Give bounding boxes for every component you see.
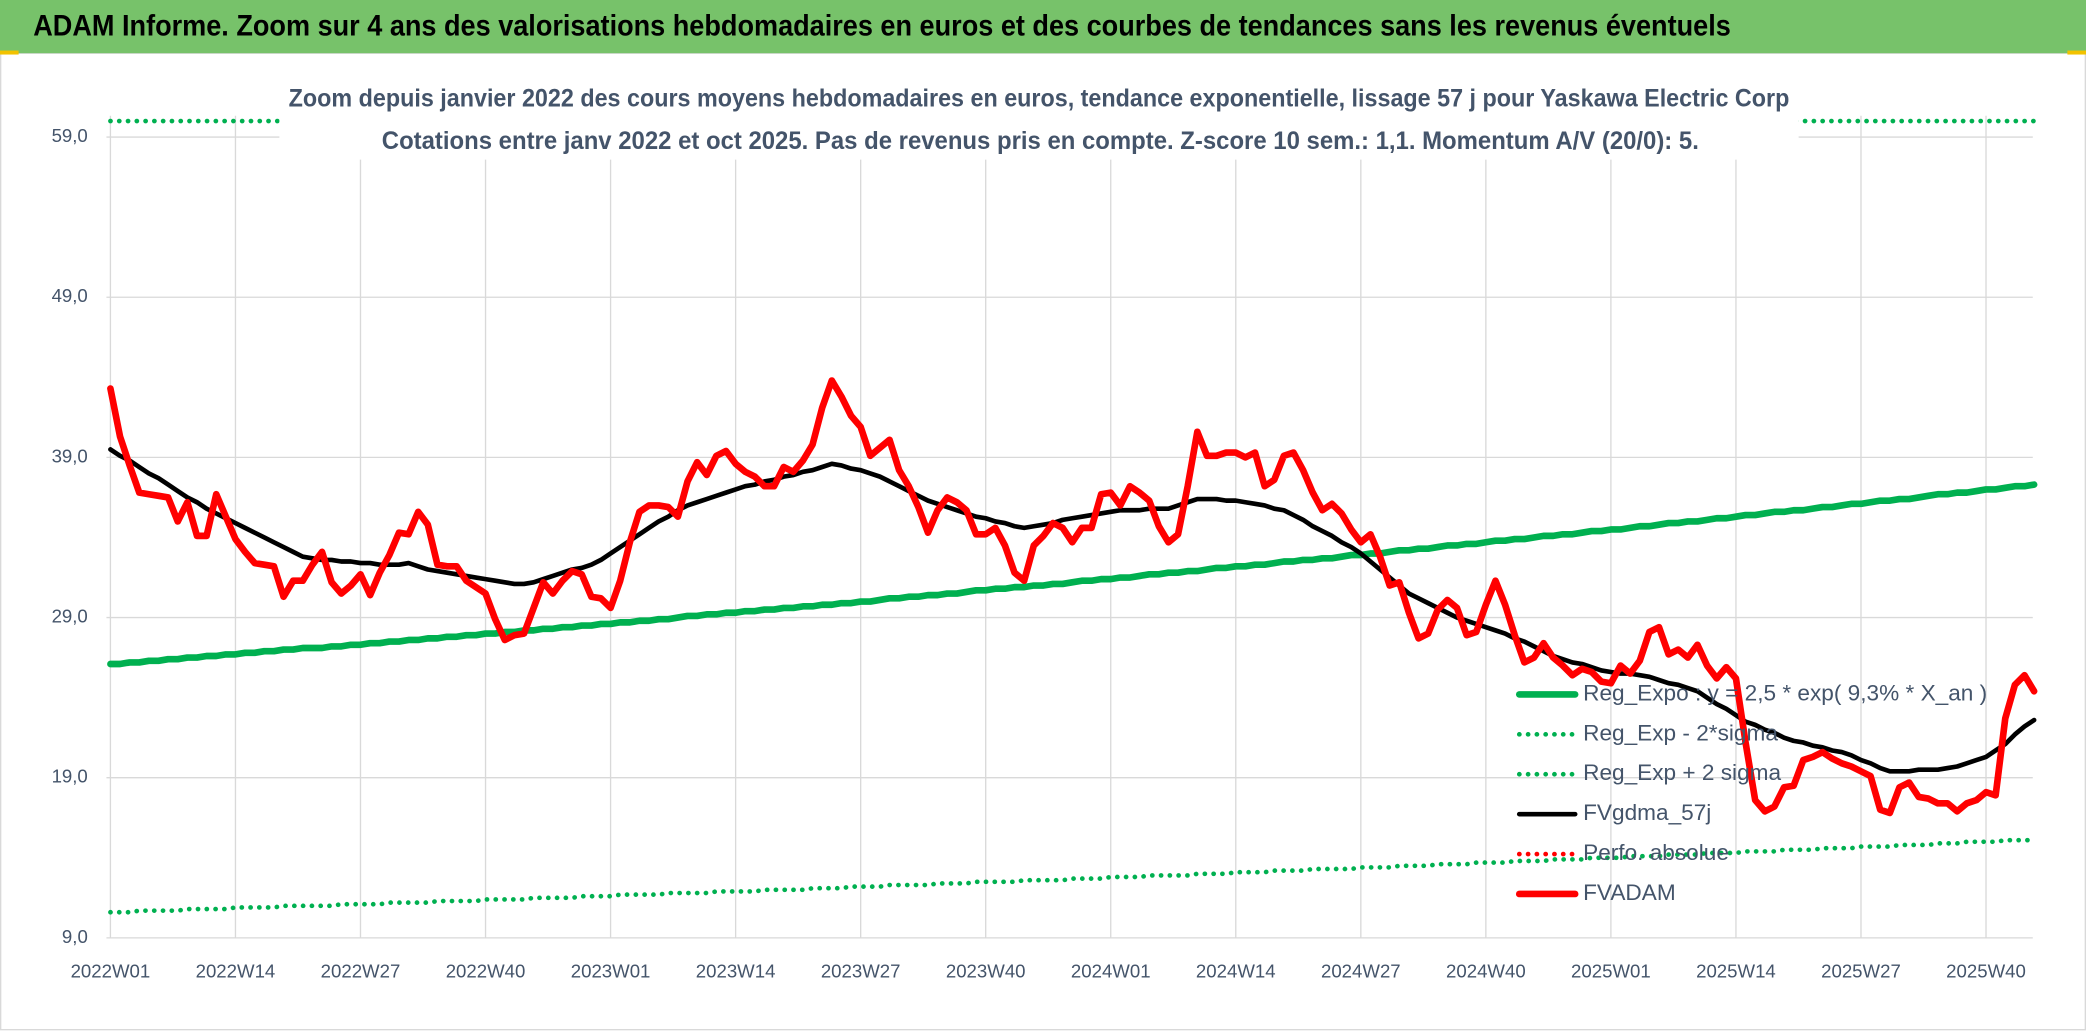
title-box bbox=[279, 77, 1799, 160]
x-tick-label: 2024W27 bbox=[1321, 960, 1401, 981]
y-tick-label: 49,0 bbox=[52, 285, 88, 306]
x-tick-label: 2022W27 bbox=[321, 960, 401, 981]
x-tick-label: 2025W14 bbox=[1696, 960, 1776, 981]
series-line bbox=[107, 377, 2038, 817]
x-tick-label: 2025W01 bbox=[1571, 960, 1651, 981]
chart-title: Zoom depuis janvier 2022 des cours moyen… bbox=[289, 84, 1790, 112]
x-tick-label: 2023W27 bbox=[821, 960, 901, 981]
x-tick-label: 2023W01 bbox=[571, 960, 651, 981]
chart-subtitle: Cotations entre janv 2022 et oct 2025. P… bbox=[382, 127, 1699, 155]
y-tick-label: 29,0 bbox=[52, 605, 88, 626]
x-tick-label: 2023W14 bbox=[696, 960, 776, 981]
x-tick-label: 2022W01 bbox=[71, 960, 151, 981]
x-tick-label: 2023W40 bbox=[946, 960, 1026, 981]
legend-label: Reg_Exp + 2 sigma bbox=[1583, 760, 1781, 785]
x-tick-label: 2022W40 bbox=[446, 960, 526, 981]
legend-label: Reg_Exp - 2*sigma bbox=[1583, 720, 1778, 745]
legend-label: FVgdma_57j bbox=[1583, 800, 1711, 825]
header-title: ADAM Informe. Zoom sur 4 ans des valoris… bbox=[33, 11, 1731, 43]
header-accent bbox=[0, 50, 19, 55]
y-tick-label: 9,0 bbox=[62, 926, 88, 947]
series-line bbox=[108, 447, 2037, 774]
x-tick-label: 2024W40 bbox=[1446, 960, 1526, 981]
legend-label: FVADAM bbox=[1583, 880, 1676, 905]
x-tick-label: 2024W01 bbox=[1071, 960, 1151, 981]
plot-area: 9,0 19,0 29,0 39,0 49,0 59,0 2022W01 2022W14 202… bbox=[52, 115, 2038, 981]
header-bar bbox=[0, 0, 2086, 54]
legend-label: Perfo. absolue bbox=[1583, 840, 1729, 865]
x-tick-label: 2025W40 bbox=[1946, 960, 2026, 981]
y-tick-label: 19,0 bbox=[52, 766, 88, 787]
y-tick-label: 59,0 bbox=[52, 125, 88, 146]
series-line bbox=[107, 481, 2038, 668]
header-accent bbox=[2067, 50, 2086, 55]
series-line bbox=[108, 837, 2037, 915]
legend: Reg_Expo : y = 2,5 * exp( 9,3% * X_an ) R… bbox=[1515, 680, 1987, 905]
y-tick-label: 39,0 bbox=[52, 445, 88, 466]
legend-label: Reg_Expo : y = 2,5 * exp( 9,3% * X_an ) bbox=[1583, 680, 1987, 705]
x-tick-label: 2025W27 bbox=[1821, 960, 1901, 981]
x-tick-label: 2024W14 bbox=[1196, 960, 1276, 981]
x-tick-label: 2022W14 bbox=[196, 960, 276, 981]
